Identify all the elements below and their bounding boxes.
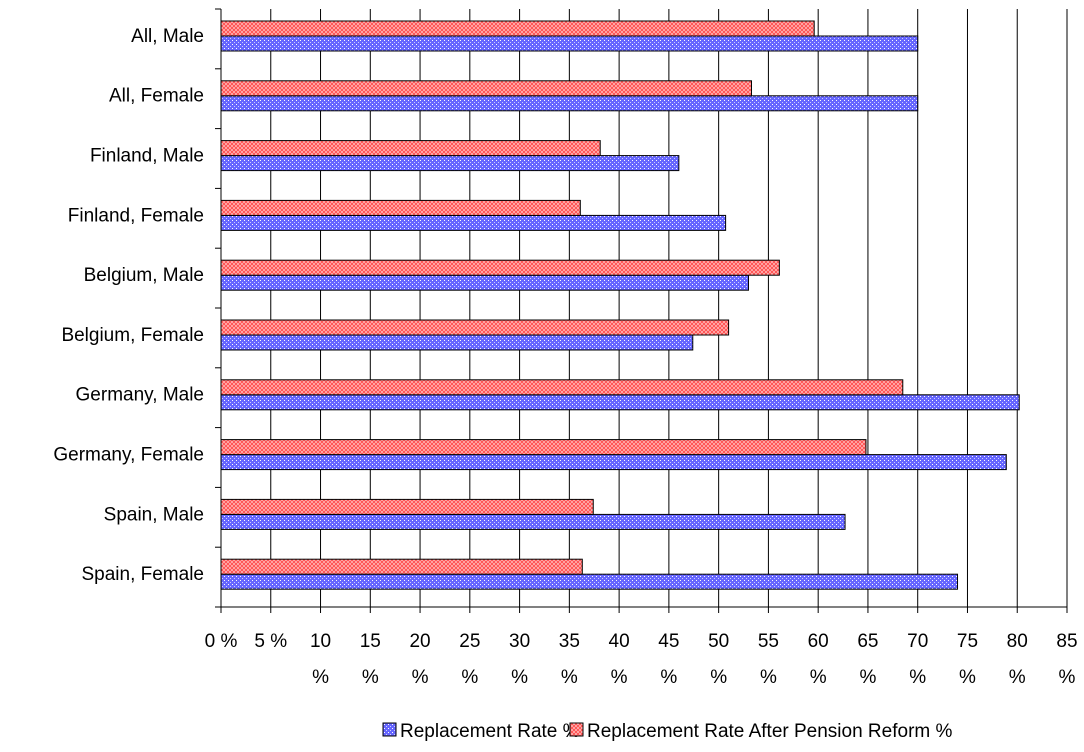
x-tick-label-2: 10 [310, 631, 331, 652]
x-tick-label-16: 80 [1007, 631, 1028, 652]
category-label-1: All, Female [109, 86, 204, 107]
bar-after-reform-2 [220, 140, 601, 157]
bar-after-reform-1 [220, 80, 752, 97]
x-tick-label-4: 20 [409, 631, 430, 652]
legend-swatch-replacement-rate [382, 722, 397, 737]
bar-replacement-rate-4 [220, 274, 750, 291]
x-tick-label-unit-17: % [1059, 667, 1076, 688]
bar-after-reform-9 [220, 558, 583, 575]
bar-after-reform-3 [220, 199, 581, 216]
x-tick-label-unit-7: % [561, 667, 578, 688]
x-tick-label-5: 25 [459, 631, 480, 652]
category-label-2: Finland, Male [90, 146, 204, 167]
category-label-8: Spain, Male [104, 504, 204, 525]
bars [220, 20, 1020, 590]
x-tick-label-7: 35 [559, 631, 580, 652]
x-tick-label-15: 75 [957, 631, 978, 652]
x-tick-label-12: 60 [808, 631, 829, 652]
bar-replacement-rate-1 [220, 95, 919, 112]
x-tick-label-9: 45 [658, 631, 679, 652]
legend-label-after-reform: Replacement Rate After Pension Reform % [587, 721, 953, 742]
x-tick-label-11: 55 [758, 631, 779, 652]
legend-label-replacement-rate: Replacement Rate % [400, 721, 580, 742]
category-label-5: Belgium, Female [61, 325, 204, 346]
bar-replacement-rate-9 [220, 573, 959, 590]
bar-replacement-rate-2 [220, 155, 680, 172]
bar-replacement-rate-6 [220, 394, 1020, 411]
category-label-9: Spain, Female [81, 564, 204, 585]
x-tick-label-17: 85 [1056, 631, 1077, 652]
bar-after-reform-6 [220, 379, 904, 396]
x-tick-label-unit-14: % [909, 667, 926, 688]
x-tick-label-1: 5 % [254, 631, 287, 652]
category-label-7: Germany, Female [53, 445, 204, 466]
x-tick-label-unit-9: % [660, 667, 677, 688]
bar-replacement-rate-3 [220, 214, 727, 231]
x-tick-label-unit-4: % [412, 667, 429, 688]
x-tick-label-unit-13: % [859, 667, 876, 688]
x-tick-label-unit-10: % [710, 667, 727, 688]
x-tick-label-10: 50 [708, 631, 729, 652]
x-tick-label-8: 40 [609, 631, 630, 652]
x-tick-label-unit-8: % [611, 667, 628, 688]
legend: Replacement Rate % Replacement Rate After… [382, 721, 953, 742]
x-tick-label-3: 15 [360, 631, 381, 652]
legend-swatch-after-reform [569, 722, 584, 737]
category-label-4: Belgium, Male [84, 265, 204, 286]
bar-replacement-rate-0 [220, 35, 919, 52]
x-tick-label-13: 65 [857, 631, 878, 652]
x-tick-label-6: 30 [509, 631, 530, 652]
bar-after-reform-5 [220, 319, 730, 336]
bar-after-reform-8 [220, 498, 594, 515]
x-tick-label-unit-5: % [461, 667, 478, 688]
x-tick-labels: 0 % 5 % 10% 15% 20% 25% 30% 35% 40% 45% 50% 55% 60% 6… [205, 631, 1078, 688]
x-tick-label-unit-11: % [760, 667, 777, 688]
x-tick-label-0: 0 % [205, 631, 238, 652]
x-tick-label-unit-16: % [1009, 667, 1026, 688]
bar-replacement-rate-7 [220, 454, 1007, 471]
bar-after-reform-4 [220, 259, 780, 276]
category-label-3: Finland, Female [68, 205, 204, 226]
x-tick-label-14: 70 [907, 631, 928, 652]
category-labels: All, Male All, Female Finland, Male Finland… [53, 26, 204, 585]
bar-after-reform-7 [220, 439, 867, 456]
bar-replacement-rate-5 [220, 334, 694, 351]
x-tick-label-unit-12: % [810, 667, 827, 688]
x-tick-label-unit-2: % [312, 667, 329, 688]
bar-after-reform-0 [220, 20, 815, 37]
axes [215, 8, 1068, 613]
x-tick-label-unit-3: % [362, 667, 379, 688]
x-tick-label-unit-15: % [959, 667, 976, 688]
category-label-0: All, Male [131, 26, 204, 47]
bar-replacement-rate-8 [220, 513, 846, 530]
category-label-6: Germany, Male [76, 385, 204, 406]
x-tick-label-unit-6: % [511, 667, 528, 688]
